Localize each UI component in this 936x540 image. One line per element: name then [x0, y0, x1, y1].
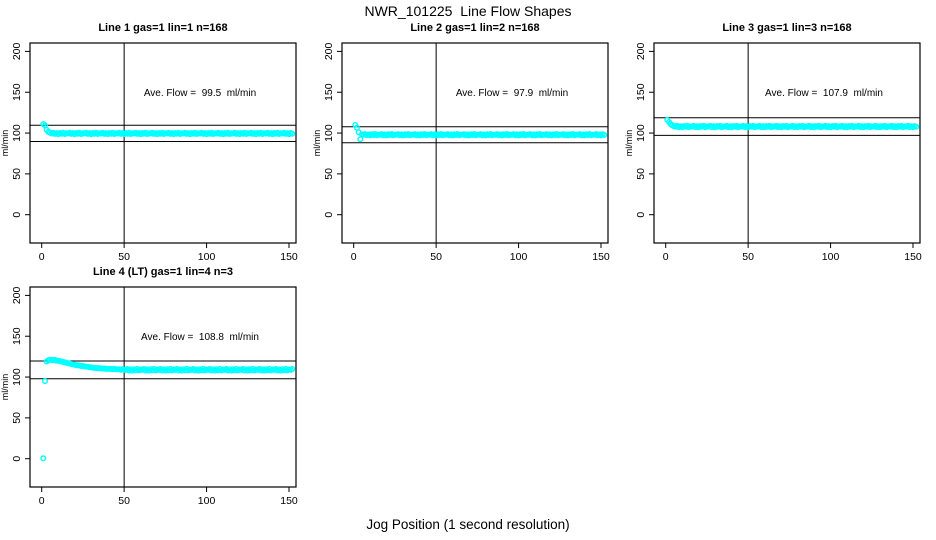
y-tick-label: 50: [11, 412, 23, 424]
x-tick-label: 0: [39, 495, 45, 507]
panel-title: Line 2 gas=1 lin=2 n=168: [410, 22, 540, 34]
data-point: [289, 130, 296, 137]
ave-flow-label: Ave. Flow = 108.8 ml/min: [141, 332, 259, 343]
y-tick-label: 0: [635, 212, 647, 218]
y-axis-label: ml/min: [312, 130, 322, 157]
y-tick-label: 150: [635, 83, 647, 101]
y-tick-label: 200: [323, 42, 335, 60]
x-tick-label: 100: [198, 251, 216, 263]
plot-box: [29, 42, 297, 244]
data-point: [40, 455, 47, 462]
y-tick-label: 150: [323, 83, 335, 101]
panel-line-2-plot: 0 50 100 150 0 50 100 150 200 ml/min Ave. Flow = 9…: [312, 42, 610, 263]
y-tick-label: 100: [11, 368, 23, 386]
x-tick-label: 50: [118, 495, 130, 507]
y-tick-label: 200: [11, 42, 23, 60]
y-tick-label: 0: [323, 212, 335, 218]
data-point: [289, 365, 296, 372]
y-tick-label: 50: [11, 168, 23, 180]
x-tick-label: 50: [118, 251, 130, 263]
y-tick-label: 100: [11, 124, 23, 142]
y-axis-label: ml/min: [0, 130, 10, 157]
x-tick-label: 150: [280, 495, 298, 507]
panel-line-3: Line 3 gas=1 lin=3 n=168 0 50 100 150 0 50 100…: [624, 20, 936, 270]
y-tick-label: 200: [11, 286, 23, 304]
y-tick-label: 50: [635, 168, 647, 180]
x-tick-label: 0: [351, 251, 357, 263]
plot-box: [29, 286, 297, 488]
x-tick-label: 50: [742, 251, 754, 263]
panel-title: Line 1 gas=1 lin=1 n=168: [98, 22, 228, 34]
panel-line-1: Line 1 gas=1 lin=1 n=168 0 50 100 150 0 50 100…: [0, 20, 312, 270]
y-tick-label: 200: [635, 42, 647, 60]
panel-line-1-plot: 0 50 100 150 0 50 100 150 200 ml/min Ave. Flow = 9…: [0, 42, 298, 263]
x-tick-label: 50: [430, 251, 442, 263]
panel-title: Line 3 gas=1 lin=3 n=168: [722, 22, 852, 34]
ave-flow-label: Ave. Flow = 107.9 ml/min: [765, 88, 883, 99]
x-tick-label: 150: [904, 251, 922, 263]
panel-line-4-plot: 0 50 100 150 0 50 100 150 200 ml/min Ave. Flow = 1…: [0, 286, 298, 507]
data-point: [601, 131, 608, 138]
x-tick-label: 100: [198, 495, 216, 507]
x-tick-label: 150: [592, 251, 610, 263]
panel-line-2: Line 2 gas=1 lin=2 n=168 0 50 100 150 0 50 100…: [312, 20, 624, 270]
panel-line-4: Line 4 (LT) gas=1 lin=4 n=3 0 50 100 150 0 50…: [0, 264, 312, 514]
x-tick-label: 100: [822, 251, 840, 263]
y-tick-label: 100: [635, 124, 647, 142]
y-tick-label: 0: [11, 456, 23, 462]
y-tick-label: 50: [323, 168, 335, 180]
y-tick-label: 150: [11, 83, 23, 101]
x-tick-label: 0: [663, 251, 669, 263]
ave-flow-label: Ave. Flow = 99.5 ml/min: [144, 88, 256, 99]
x-tick-label: 0: [39, 251, 45, 263]
x-tick-label: 100: [510, 251, 528, 263]
y-tick-label: 150: [11, 327, 23, 345]
data-point: [913, 123, 920, 130]
x-tick-label: 150: [280, 251, 298, 263]
plot-box: [341, 42, 609, 244]
data-point: [42, 378, 49, 385]
panel-line-3-plot: 0 50 100 150 0 50 100 150 200 ml/min Ave. Flow = 1…: [624, 42, 922, 263]
x-axis-label: Jog Position (1 second resolution): [366, 517, 570, 532]
y-tick-label: 100: [323, 124, 335, 142]
panel-title: Line 4 (LT) gas=1 lin=4 n=3: [92, 266, 234, 278]
y-tick-label: 0: [11, 212, 23, 218]
plot-box: [653, 42, 921, 244]
y-axis-label: ml/min: [624, 130, 634, 157]
data-point: [357, 136, 364, 143]
y-axis-label: ml/min: [0, 374, 10, 401]
ave-flow-label: Ave. Flow = 97.9 ml/min: [456, 88, 568, 99]
figure-title: NWR_101225 Line Flow Shapes: [364, 3, 572, 19]
